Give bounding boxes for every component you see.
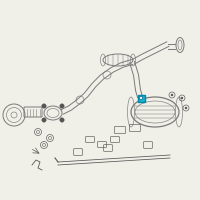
Circle shape xyxy=(42,104,46,108)
Circle shape xyxy=(60,118,64,122)
Circle shape xyxy=(185,107,187,109)
FancyBboxPatch shape xyxy=(138,95,144,102)
Circle shape xyxy=(181,97,183,99)
Circle shape xyxy=(171,94,173,96)
Circle shape xyxy=(42,118,46,122)
Circle shape xyxy=(140,97,142,99)
Circle shape xyxy=(60,104,64,108)
